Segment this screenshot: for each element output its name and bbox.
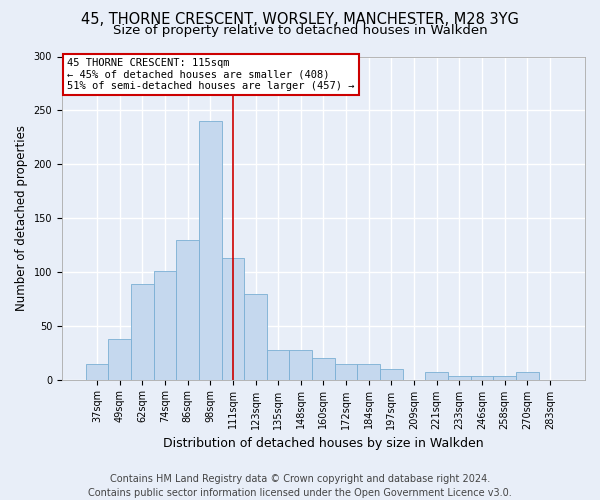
Bar [425,372,448,380]
Bar [448,376,470,380]
Bar [289,350,312,380]
Bar [312,358,335,380]
Bar [380,369,403,380]
Bar [470,376,493,380]
Text: 45 THORNE CRESCENT: 115sqm
← 45% of detached houses are smaller (408)
51% of sem: 45 THORNE CRESCENT: 115sqm ← 45% of deta… [67,58,355,92]
X-axis label: Distribution of detached houses by size in Walkden: Distribution of detached houses by size … [163,437,484,450]
Y-axis label: Number of detached properties: Number of detached properties [15,125,28,311]
Bar [109,338,131,380]
Bar [335,364,358,380]
Text: Contains HM Land Registry data © Crown copyright and database right 2024.
Contai: Contains HM Land Registry data © Crown c… [88,474,512,498]
Bar [154,271,176,380]
Bar [221,258,244,380]
Bar [244,294,267,380]
Text: 45, THORNE CRESCENT, WORSLEY, MANCHESTER, M28 3YG: 45, THORNE CRESCENT, WORSLEY, MANCHESTER… [81,12,519,28]
Bar [358,364,380,380]
Bar [86,364,109,380]
Bar [176,240,199,380]
Bar [516,372,539,380]
Bar [199,121,221,380]
Bar [131,284,154,380]
Bar [267,350,289,380]
Text: Size of property relative to detached houses in Walkden: Size of property relative to detached ho… [113,24,487,37]
Bar [493,376,516,380]
